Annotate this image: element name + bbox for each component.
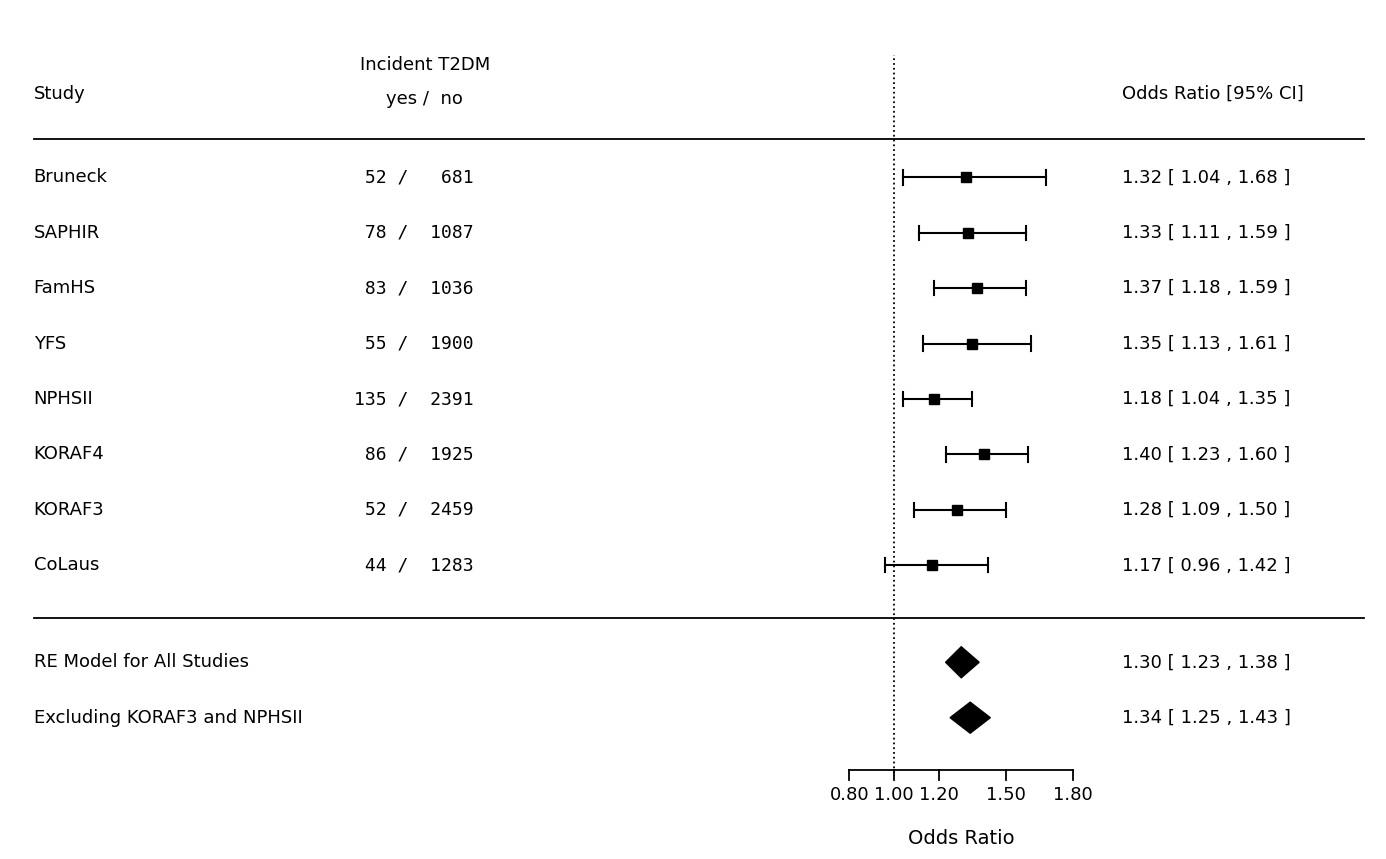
Text: 1.33 [ 1.11 , 1.59 ]: 1.33 [ 1.11 , 1.59 ] [1123,223,1290,241]
Text: CoLaus: CoLaus [33,557,98,575]
Text: FamHS: FamHS [33,279,96,297]
Text: Study: Study [33,85,86,103]
Text: 78 /  1087: 78 / 1087 [355,223,474,241]
Text: 1.80: 1.80 [1053,786,1094,804]
Text: 1.34 [ 1.25 , 1.43 ]: 1.34 [ 1.25 , 1.43 ] [1123,709,1292,727]
Text: yes /  no: yes / no [387,89,463,107]
Text: YFS: YFS [33,335,65,352]
Polygon shape [949,702,991,734]
Text: 1.28 [ 1.09 , 1.50 ]: 1.28 [ 1.09 , 1.50 ] [1123,501,1290,519]
Text: 1.32 [ 1.04 , 1.68 ]: 1.32 [ 1.04 , 1.68 ] [1123,168,1290,186]
Text: 52 /  2459: 52 / 2459 [355,501,474,519]
Polygon shape [945,647,979,678]
Text: 1.18 [ 1.04 , 1.35 ]: 1.18 [ 1.04 , 1.35 ] [1123,390,1290,408]
Text: 1.50: 1.50 [985,786,1026,804]
Text: Bruneck: Bruneck [33,168,107,186]
Text: 86 /  1925: 86 / 1925 [355,446,474,464]
Text: RE Model for All Studies: RE Model for All Studies [33,653,248,671]
Text: 0.80: 0.80 [830,786,869,804]
Text: 135 /  2391: 135 / 2391 [355,390,474,408]
Text: 1.37 [ 1.18 , 1.59 ]: 1.37 [ 1.18 , 1.59 ] [1123,279,1290,297]
Text: Odds Ratio: Odds Ratio [908,829,1015,848]
Text: 1.35 [ 1.13 , 1.61 ]: 1.35 [ 1.13 , 1.61 ] [1123,335,1290,352]
Text: SAPHIR: SAPHIR [33,223,100,241]
Text: 1.20: 1.20 [919,786,959,804]
Text: 1.30 [ 1.23 , 1.38 ]: 1.30 [ 1.23 , 1.38 ] [1123,653,1290,671]
Text: KORAF4: KORAF4 [33,446,104,464]
Text: Incident T2DM: Incident T2DM [359,57,489,75]
Text: NPHSII: NPHSII [33,390,93,408]
Text: 1.40 [ 1.23 , 1.60 ]: 1.40 [ 1.23 , 1.60 ] [1123,446,1290,464]
Text: 52 /   681: 52 / 681 [355,168,474,186]
Text: 83 /  1036: 83 / 1036 [355,279,474,297]
Text: 1.00: 1.00 [875,786,913,804]
Text: 1.17 [ 0.96 , 1.42 ]: 1.17 [ 0.96 , 1.42 ] [1123,557,1290,575]
Text: 55 /  1900: 55 / 1900 [355,335,474,352]
Text: KORAF3: KORAF3 [33,501,104,519]
Text: Odds Ratio [95% CI]: Odds Ratio [95% CI] [1123,85,1304,103]
Text: 44 /  1283: 44 / 1283 [355,557,474,575]
Text: Excluding KORAF3 and NPHSII: Excluding KORAF3 and NPHSII [33,709,302,727]
